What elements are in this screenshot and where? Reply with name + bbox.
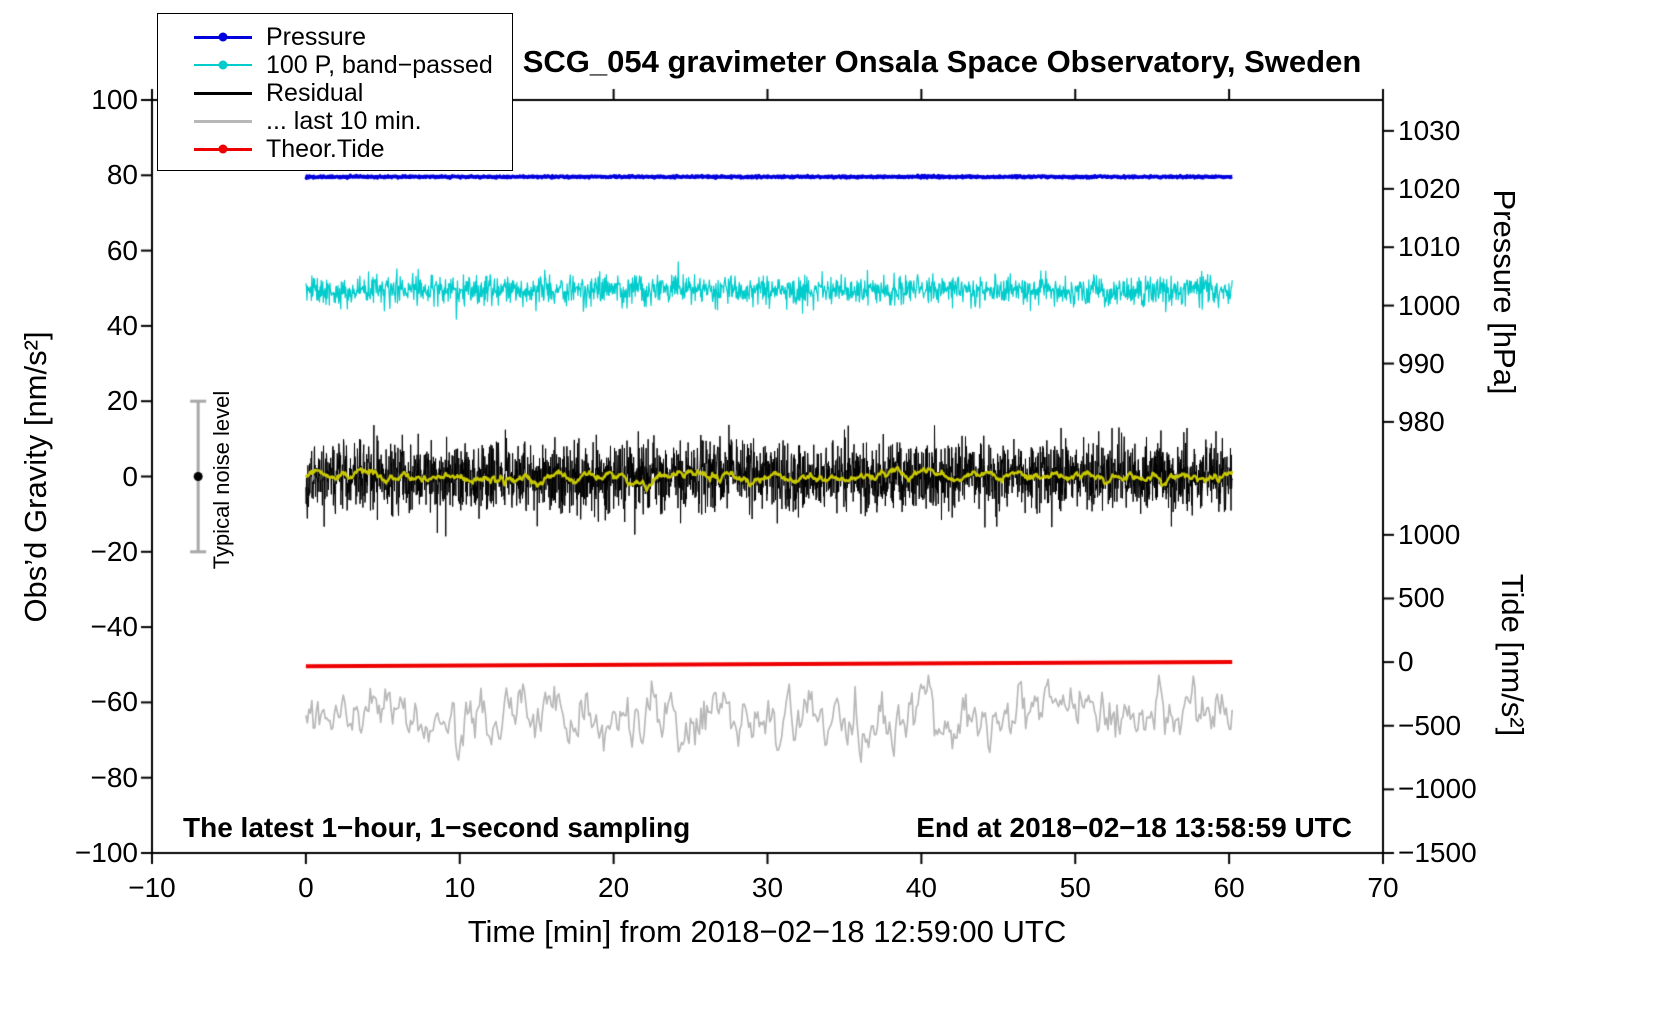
left-y-tick-label: 40 <box>106 309 138 341</box>
pressure-tick-label: 980 <box>1398 405 1445 437</box>
legend-marker-dot <box>218 144 228 154</box>
tide-tick-label: 0 <box>1398 646 1414 678</box>
left-y-tick-label: 20 <box>106 385 138 417</box>
tide-tick-label: −1000 <box>1398 773 1477 805</box>
x-tick-label: 50 <box>1059 872 1091 903</box>
x-tick-label: 20 <box>598 872 630 903</box>
pressure-tick-label: 990 <box>1398 347 1445 379</box>
x-tick-label: −10 <box>128 872 176 903</box>
left-y-tick-label: −60 <box>90 686 139 718</box>
legend-label: Residual <box>266 78 364 107</box>
legend-item-residual: Residual <box>158 79 512 107</box>
left-y-axis-label: Obs’d Gravity [nm/s²] <box>18 331 53 623</box>
noise-level-label: Typical noise level <box>209 390 234 570</box>
x-tick-label: 30 <box>751 872 784 903</box>
left-y-tick-label: −20 <box>90 535 139 567</box>
legend-marker-dot <box>218 32 228 42</box>
legend-item-theor-tide: Theor.Tide <box>158 135 512 163</box>
left-y-tick-label: 0 <box>122 460 138 492</box>
pressure-axis-label: Pressure [hPa] <box>1487 189 1522 395</box>
legend-label: 100 P, band−passed <box>266 50 493 79</box>
legend-item-pressure: Pressure <box>158 23 512 51</box>
x-tick-label: 0 <box>298 872 314 903</box>
tide-tick-label: 500 <box>1398 582 1445 614</box>
legend: Pressure 100 P, band−passed Residual... la… <box>157 13 513 171</box>
x-tick-label: 70 <box>1367 872 1399 903</box>
legend-line-sample <box>194 144 252 154</box>
end-time-annotation: End at 2018−02−18 13:58:59 UTC <box>916 812 1352 843</box>
legend-label: ... last 10 min. <box>266 106 422 135</box>
legend-line-sample <box>194 91 252 95</box>
left-y-tick-label: 80 <box>106 159 138 191</box>
pressure-tick-label: 1000 <box>1398 289 1461 321</box>
sampling-annotation: The latest 1−hour, 1−second sampling <box>183 812 691 843</box>
left-y-tick-label: −40 <box>90 611 139 643</box>
tide-axis-label: Tide [nm/s²] <box>1495 573 1530 737</box>
tide-tick-label: 1000 <box>1398 518 1461 550</box>
legend-line-sample <box>194 32 252 42</box>
legend-marker-dot <box>218 60 228 70</box>
x-axis-label: Time [min] from 2018−02−18 12:59:00 UTC <box>467 914 1067 949</box>
left-y-tick-label: −100 <box>74 837 138 868</box>
legend-line-sample <box>194 119 252 123</box>
left-y-tick-label: 100 <box>91 84 138 115</box>
left-y-tick-label: 60 <box>106 234 138 266</box>
pressure-tick-label: 1020 <box>1398 172 1461 204</box>
legend-line-sample <box>194 60 252 70</box>
left-y-tick-label: −80 <box>90 761 139 793</box>
legend-label: Pressure <box>266 22 367 51</box>
x-tick-label: 10 <box>444 872 476 903</box>
pressure-tick-label: 1030 <box>1398 114 1461 146</box>
pressure-tick-label: 1010 <box>1398 231 1461 263</box>
chart-title: SCG_054 gravimeter Onsala Space Observat… <box>522 44 1362 79</box>
x-tick-label: 40 <box>905 872 937 903</box>
tide-tick-label: −1500 <box>1398 837 1477 868</box>
legend-item-100-p-band-passed: 100 P, band−passed <box>158 51 512 79</box>
x-tick-label: 60 <box>1213 872 1245 903</box>
tide-tick-label: −500 <box>1398 709 1462 741</box>
legend-item-last-10-min: ... last 10 min. <box>158 107 512 135</box>
legend-label: Theor.Tide <box>266 134 385 163</box>
